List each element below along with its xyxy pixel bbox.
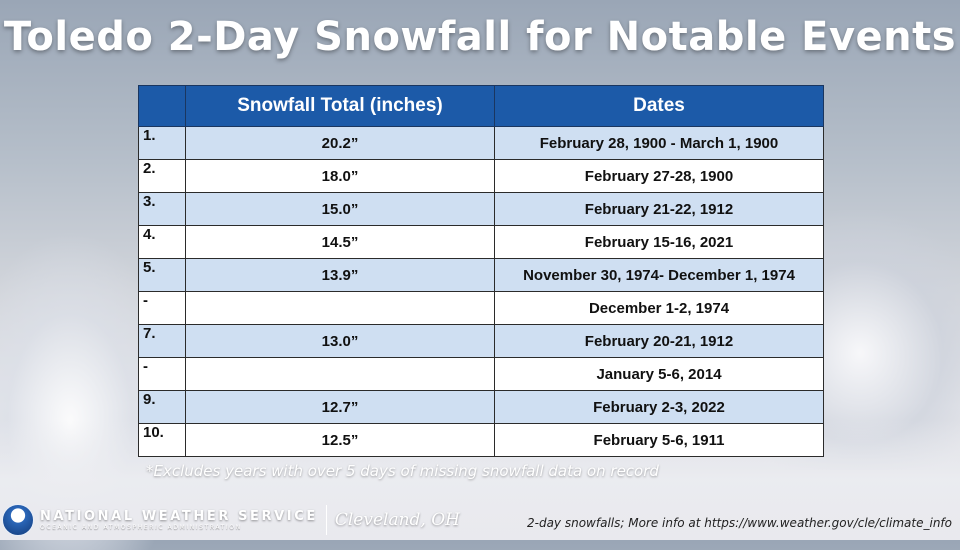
row-rank: 9. <box>138 390 186 424</box>
row-dates: February 21-22, 1912 <box>494 192 824 226</box>
page-title: Toledo 2-Day Snowfall for Notable Events <box>3 14 957 60</box>
row-rank: 1. <box>138 126 186 160</box>
row-dates: February 27-28, 1900 <box>494 159 824 193</box>
footer-divider <box>325 505 327 535</box>
row-dates: February 2-3, 2022 <box>494 390 824 424</box>
row-rank: 10. <box>138 423 186 457</box>
row-rank: 2. <box>138 159 186 193</box>
agency-subtitle: OCEANIC AND ATMOSPHERIC ADMINISTRATION <box>40 524 242 531</box>
noaa-logo-icon <box>2 504 34 536</box>
row-dates: February 28, 1900 - March 1, 1900 <box>494 126 824 160</box>
table-row: 7. 13.0” February 20-21, 1912 <box>138 324 824 358</box>
row-total: 20.2” <box>185 126 495 160</box>
row-rank: 3. <box>138 192 186 226</box>
row-total <box>185 291 495 325</box>
agency-name: NATIONAL WEATHER SERVICE <box>40 509 318 524</box>
table-row: - December 1-2, 1974 <box>138 291 824 325</box>
row-dates: January 5-6, 2014 <box>494 357 824 391</box>
row-dates: February 20-21, 1912 <box>494 324 824 358</box>
row-rank: 5. <box>138 258 186 292</box>
nws-wordmark: NATIONAL WEATHER SERVICE OCEANIC AND ATM… <box>40 509 318 531</box>
header-dates: Dates <box>494 85 824 127</box>
table-row: 4. 14.5” February 15-16, 2021 <box>138 225 824 259</box>
row-dates: November 30, 1974- December 1, 1974 <box>494 258 824 292</box>
table-header-row: Snowfall Total (inches) Dates <box>138 85 824 127</box>
row-total: 14.5” <box>185 225 495 259</box>
row-total: 15.0” <box>185 192 495 226</box>
row-rank: 7. <box>138 324 186 358</box>
snowfall-table: Snowfall Total (inches) Dates 1. 20.2” F… <box>138 85 824 457</box>
row-dates: December 1-2, 1974 <box>494 291 824 325</box>
table-row: 5. 13.9” November 30, 1974- December 1, … <box>138 258 824 292</box>
row-total: 12.5” <box>185 423 495 457</box>
footnote: *Excludes years with over 5 days of miss… <box>146 462 659 480</box>
header-snowfall-total: Snowfall Total (inches) <box>185 85 495 127</box>
header-rank <box>138 85 186 127</box>
table-row: 10. 12.5” February 5-6, 1911 <box>138 423 824 457</box>
row-total: 12.7” <box>185 390 495 424</box>
table-row: - January 5-6, 2014 <box>138 357 824 391</box>
table-row: 1. 20.2” February 28, 1900 - March 1, 19… <box>138 126 824 160</box>
table-row: 9. 12.7” February 2-3, 2022 <box>138 390 824 424</box>
row-rank: - <box>138 357 186 391</box>
row-dates: February 15-16, 2021 <box>494 225 824 259</box>
row-total: 13.0” <box>185 324 495 358</box>
row-total: 18.0” <box>185 159 495 193</box>
row-rank: - <box>138 291 186 325</box>
table-row: 3. 15.0” February 21-22, 1912 <box>138 192 824 226</box>
more-info-text: 2-day snowfalls; More info at https://ww… <box>527 516 952 530</box>
row-rank: 4. <box>138 225 186 259</box>
row-dates: February 5-6, 1911 <box>494 423 824 457</box>
row-total: 13.9” <box>185 258 495 292</box>
table-row: 2. 18.0” February 27-28, 1900 <box>138 159 824 193</box>
office-name: Cleveland, OH <box>334 510 461 530</box>
nws-branding: NATIONAL WEATHER SERVICE OCEANIC AND ATM… <box>2 504 460 536</box>
row-total <box>185 357 495 391</box>
